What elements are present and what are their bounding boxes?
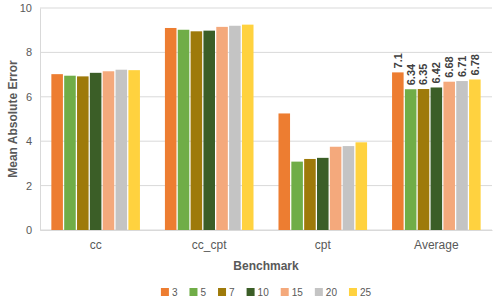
data-labels: 7.16.346.356.426.686.716.78 (392, 53, 481, 85)
x-tick-label: Average (414, 238, 459, 252)
data-label: 6.68 (443, 56, 455, 77)
x-tick: cc_cpt (192, 230, 227, 252)
bar (343, 146, 355, 230)
legend-label: 20 (326, 287, 338, 298)
x-axis-line (41, 230, 493, 231)
x-tick: Average (414, 230, 459, 252)
y-tick-label: 4 (26, 135, 32, 147)
y-tick-label: 6 (26, 91, 32, 103)
y-tick-label: 8 (26, 46, 32, 58)
data-label: 6.34 (405, 63, 417, 85)
x-axis-title: Benchmark (233, 259, 299, 273)
bar (278, 113, 290, 230)
data-label: 6.71 (456, 56, 468, 77)
x-tick-label: cpt (315, 238, 332, 252)
grid (40, 8, 492, 230)
bar (443, 82, 455, 230)
y-tick: 0 (26, 224, 40, 236)
legend-item: 25 (349, 287, 372, 298)
bar (304, 159, 316, 230)
legend-label: 15 (292, 287, 304, 298)
legend-swatch (218, 288, 226, 296)
bar (242, 25, 254, 230)
x-tick-label: cc (90, 238, 102, 252)
x-tick-label: cc_cpt (192, 238, 227, 252)
legend-swatch (189, 288, 197, 296)
bars (51, 25, 480, 230)
legend-item: 7 (218, 287, 235, 298)
y-tick: 10 (20, 2, 40, 14)
legend-item: 10 (247, 287, 270, 298)
bar (456, 81, 468, 230)
y-tick-label: 10 (20, 2, 32, 14)
bar (191, 31, 203, 230)
bar (64, 76, 76, 230)
legend: 3 5 7 10 15 20 25 (161, 287, 372, 298)
legend-swatch (349, 288, 357, 296)
x-axis: cc cc_cpt cpt Average (41, 230, 493, 252)
bar (431, 87, 443, 230)
bar (356, 142, 368, 230)
data-label: 6.78 (469, 54, 481, 75)
legend-label: 10 (258, 287, 270, 298)
legend-swatch (281, 288, 289, 296)
bar (291, 162, 303, 230)
data-label: 6.35 (417, 64, 429, 85)
bar (77, 76, 89, 230)
data-label: 6.42 (430, 62, 442, 83)
bar (51, 74, 63, 230)
legend-label: 25 (360, 287, 372, 298)
legend-swatch (247, 288, 255, 296)
bar (405, 89, 417, 230)
y-tick: 8 (26, 46, 40, 58)
bar (229, 26, 241, 230)
y-tick: 4 (26, 135, 40, 147)
y-axis-line (40, 9, 41, 231)
bar (128, 70, 140, 230)
legend-item: 5 (189, 287, 206, 298)
bar (165, 28, 177, 230)
y-tick: 6 (26, 91, 40, 103)
legend-item: 20 (315, 287, 338, 298)
legend-label: 3 (172, 287, 178, 298)
bar (90, 73, 102, 230)
bar (178, 30, 190, 230)
legend-label: 7 (229, 287, 235, 298)
legend-swatch (315, 288, 323, 296)
bar (330, 147, 342, 230)
data-label: 7.1 (392, 53, 404, 68)
bar (103, 71, 115, 230)
legend-item: 15 (281, 287, 304, 298)
y-axis-title: Mean Absolute Error (6, 60, 20, 178)
y-axis: 0 2 4 6 8 10 (20, 2, 41, 236)
bar (203, 31, 215, 230)
legend-swatch (161, 288, 169, 296)
y-tick-label: 2 (26, 180, 32, 192)
grid-line (40, 52, 492, 53)
bar (216, 27, 228, 230)
legend-label: 5 (200, 287, 206, 298)
legend-item: 3 (161, 287, 178, 298)
y-tick-label: 0 (26, 224, 32, 236)
bar (317, 158, 329, 230)
bar (392, 72, 404, 230)
chart: 0 2 4 6 8 10 cc cc_cpt cpt Average 7.16.346.356.42… (0, 0, 500, 304)
grid-line (40, 8, 492, 9)
bar (418, 89, 430, 230)
x-tick: cpt (315, 230, 332, 252)
bar (116, 70, 128, 230)
x-tick: cc (90, 230, 102, 252)
y-tick: 2 (26, 180, 40, 192)
bar (469, 79, 481, 230)
